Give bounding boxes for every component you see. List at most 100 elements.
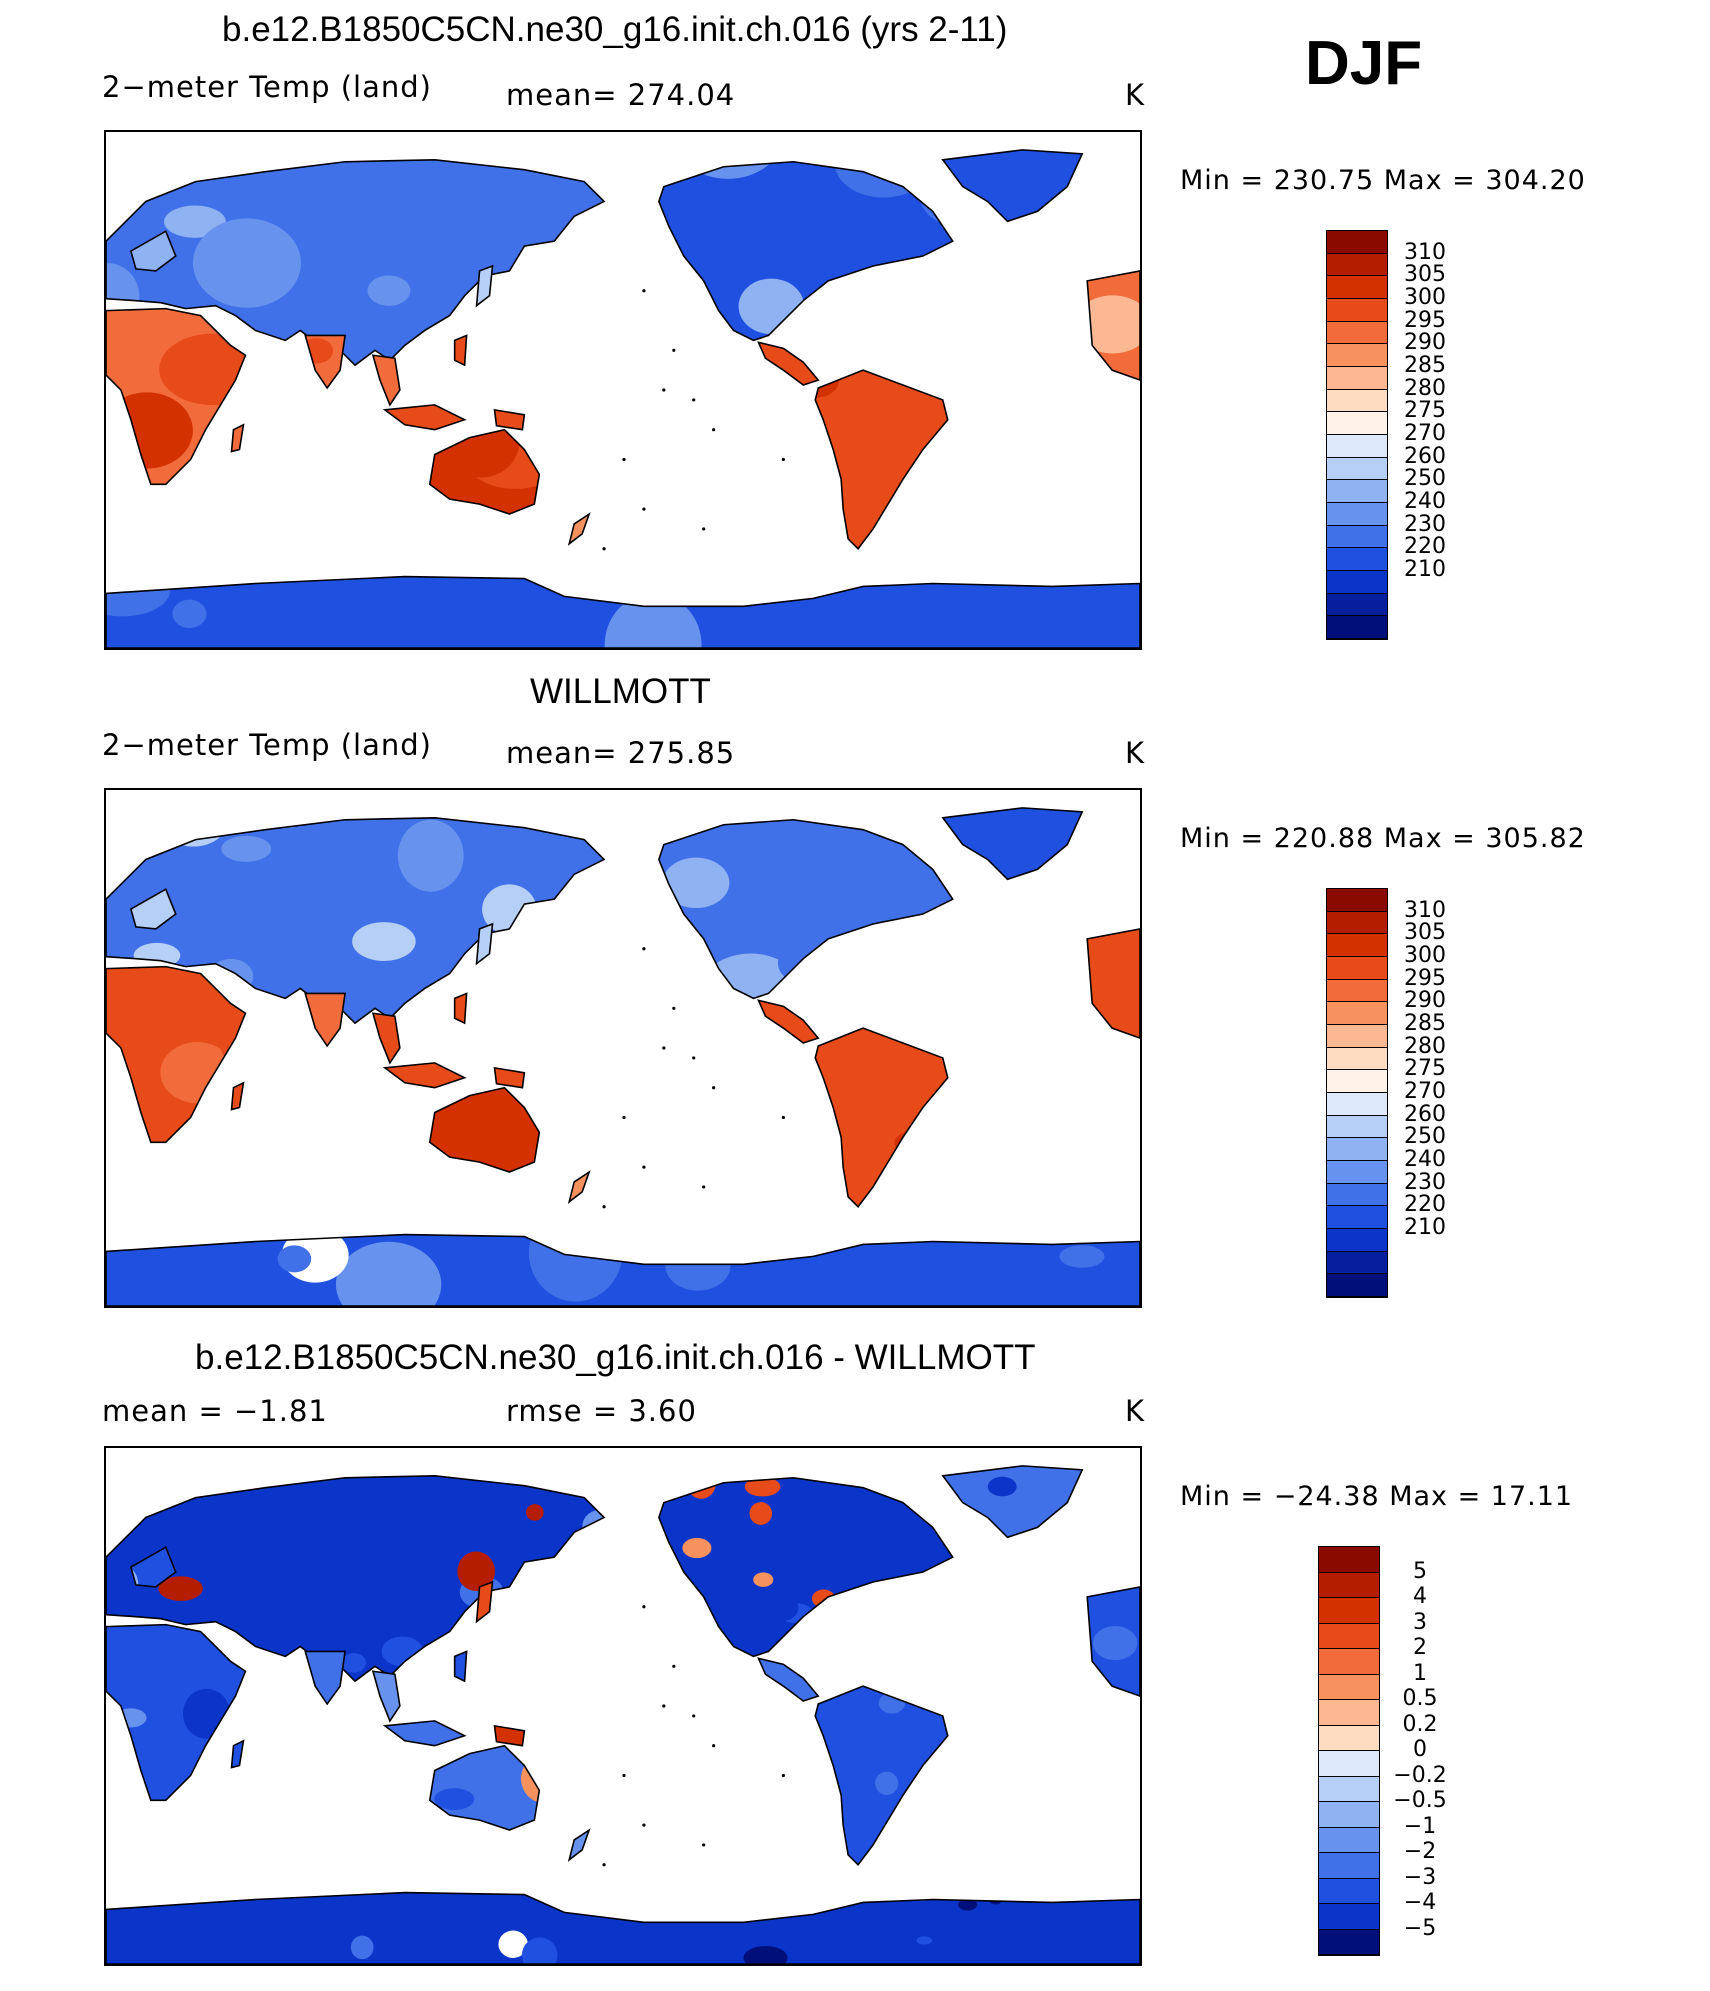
colorbar-segment: [1327, 367, 1387, 390]
coastline-nz: [567, 1828, 591, 1862]
colorbar-segment: [1319, 1572, 1379, 1598]
coastline-seasia: [371, 354, 401, 407]
colorbar-segment: [1327, 1115, 1387, 1139]
colorbar-segment: [1327, 503, 1387, 526]
coastline-camerica: [757, 341, 820, 386]
coastline-australia: [428, 1744, 541, 1831]
island-dot: [672, 348, 676, 352]
coastline-namerica: [658, 160, 954, 342]
panel3-minmax-label: Min = −24.38 Max = 17.11: [1180, 1481, 1574, 1512]
island-dot: [781, 457, 785, 462]
colorbar-tick-label: 290: [1404, 988, 1446, 1014]
colorbar-tick-label: 260: [1404, 1101, 1446, 1127]
colorbar-tick-label: 1: [1413, 1660, 1427, 1686]
colorbar-tick-label: −0.2: [1393, 1762, 1447, 1788]
coastline-newguinea: [493, 1724, 526, 1747]
colorbar-segment: [1327, 1206, 1387, 1229]
coastline-philippines: [453, 334, 468, 367]
island-dot: [642, 289, 646, 293]
coastline-samerica: [814, 369, 949, 550]
colorbar-tick-label: 220: [1404, 1192, 1446, 1218]
land-region-eurasia: [106, 159, 605, 366]
coastline-antarctica: [106, 1891, 1140, 1964]
colorbar-segment: [1327, 616, 1387, 639]
colorbar-segment: [1319, 1700, 1379, 1726]
coastline-eurasia: [106, 158, 606, 367]
colorbar-segment: [1327, 548, 1387, 571]
island-dot: [692, 1714, 696, 1718]
colorbar-segment: [1327, 1138, 1387, 1161]
coastline-indonesia: [382, 1062, 467, 1089]
coastline-madagascar: [230, 423, 245, 453]
coastline-japan: [475, 1580, 494, 1624]
season-label: DJF: [1305, 29, 1423, 98]
island-dot: [781, 1115, 785, 1120]
island-dot: [622, 457, 626, 462]
island-dot: [692, 398, 696, 402]
land-region-wafrica: [1087, 1586, 1140, 1697]
panel1-mean-label: mean= 274.04: [506, 78, 736, 112]
colorbar-tick-label: 300: [1404, 943, 1446, 968]
panel1-colorbar: [1326, 230, 1388, 640]
island-dot: [642, 947, 646, 951]
panel3-colorbar: [1318, 1546, 1380, 1956]
coastline-namerica: [658, 818, 954, 1000]
colorbar-tick-label: 275: [1404, 398, 1446, 424]
colorbar-segment: [1327, 457, 1387, 481]
colorbar-segment: [1327, 1183, 1387, 1207]
colorbar-segment: [1327, 480, 1387, 503]
colorbar-tick-label: 280: [1404, 375, 1446, 401]
panel3-rmse-label: rmse = 3.60: [506, 1394, 697, 1428]
colorbar-tick-label: 295: [1404, 965, 1446, 991]
colorbar-tick-label: 220: [1404, 534, 1446, 560]
colorbar-tick-label: 230: [1404, 1169, 1446, 1195]
colorbar-segment: [1327, 276, 1387, 299]
coastline-newguinea: [493, 1066, 526, 1089]
colorbar-segment: [1327, 1093, 1387, 1116]
colorbar-segment: [1327, 389, 1387, 413]
colorbar-tick-label: 285: [1404, 1011, 1446, 1036]
colorbar-tick-label: 275: [1404, 1056, 1446, 1082]
coastline-newguinea: [493, 408, 526, 431]
island-dot: [662, 1046, 666, 1050]
colorbar-segment: [1327, 1002, 1387, 1025]
island-dot: [672, 1006, 676, 1010]
coastline-samerica: [814, 1685, 949, 1866]
coastline-europeNW: [129, 1546, 177, 1588]
coastline-greenland: [941, 1465, 1084, 1539]
island-dot: [622, 1773, 626, 1778]
colorbar-tick-label: −5: [1403, 1915, 1437, 1941]
panel1-title: b.e12.B1850C5CN.ne30_g16.init.ch.016 (yr…: [222, 10, 1008, 49]
coastline-japan: [475, 264, 494, 308]
island-dot: [622, 1115, 626, 1120]
land-region-philippines: [454, 335, 467, 366]
land-region-newguinea: [494, 1067, 525, 1088]
coastline-antarctica: [106, 575, 1140, 648]
island-dot: [702, 1185, 706, 1189]
panel2-units-label: K: [1125, 736, 1146, 770]
colorbar-segment: [1319, 1547, 1379, 1573]
colorbar-tick-label: 230: [1404, 511, 1446, 537]
coastline-india: [304, 992, 346, 1048]
colorbar-tick-label: 0.5: [1402, 1686, 1438, 1711]
colorbar-segment: [1327, 253, 1387, 277]
island-dot: [712, 1086, 716, 1090]
colorbar-tick-label: −3: [1403, 1864, 1437, 1890]
colorbar-tick-label: 280: [1404, 1033, 1446, 1059]
colorbar-segment: [1327, 435, 1387, 458]
panel1-map: [104, 130, 1142, 650]
coastline-nz: [567, 1170, 591, 1204]
coastline-madagascar: [230, 1739, 245, 1769]
colorbar-tick-label: 270: [1404, 421, 1446, 446]
coastline-camerica: [757, 1657, 820, 1702]
land-region-newguinea: [494, 409, 525, 430]
colorbar-tick-label: 0: [1413, 1737, 1427, 1762]
colorbar-tick-label: −2: [1403, 1839, 1437, 1864]
coastline-philippines: [453, 1650, 468, 1683]
colorbar-segment: [1319, 1623, 1379, 1649]
colorbar-tick-label: 2: [1413, 1635, 1427, 1660]
island-dot: [712, 1744, 716, 1748]
coastline-europeNW: [129, 888, 177, 930]
island-dot: [702, 1843, 706, 1847]
colorbar-tick-label: 285: [1404, 353, 1446, 378]
